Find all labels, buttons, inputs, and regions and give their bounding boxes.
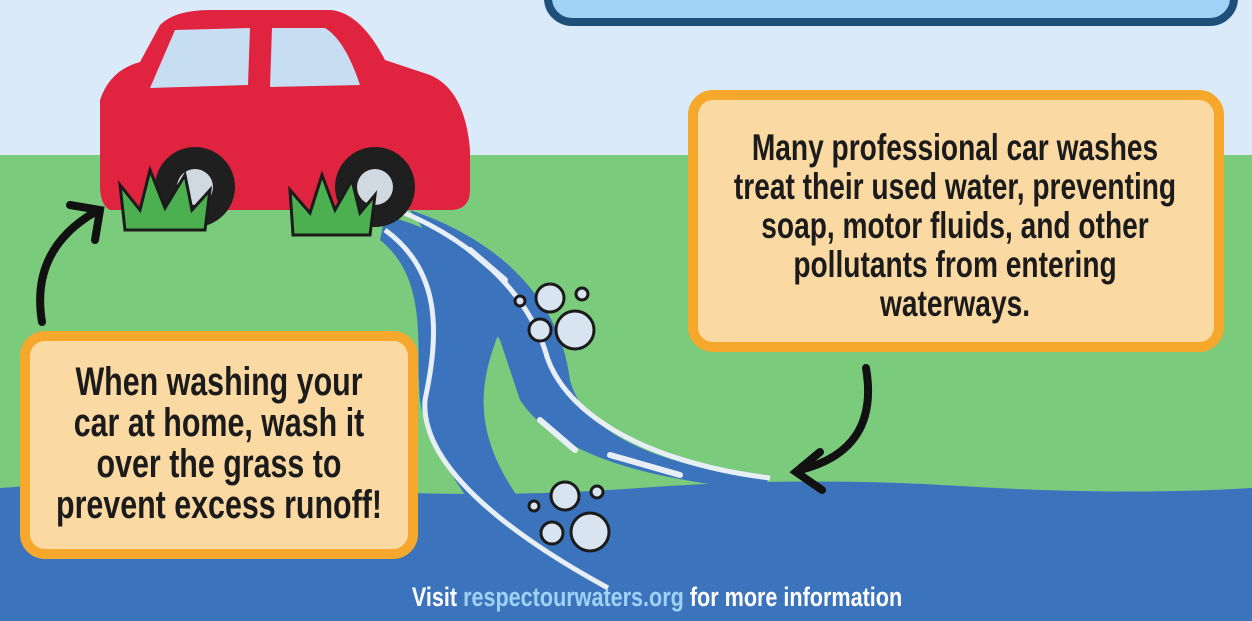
text-line-wrap: car at home, wash it	[74, 400, 365, 445]
footer-suffix: for more information	[690, 583, 902, 613]
tip-line: When washing your	[75, 359, 362, 404]
text-line-wrap: treat their used water, preventing	[734, 165, 1176, 207]
tip-line: car at home, wash it	[74, 400, 365, 445]
footer-link[interactable]: respectourwaters.org	[463, 583, 684, 613]
text-line-wrap: prevent excess runoff!	[56, 482, 382, 527]
tip-line: treat their used water, preventing	[734, 165, 1176, 207]
tip-line: over the grass to	[97, 441, 342, 486]
tip-line: Many professional car washes	[752, 126, 1158, 168]
text-line-wrap: over the grass to	[97, 441, 342, 486]
text-line-wrap: waterways.	[879, 282, 1030, 324]
text-line-wrap: When washing your	[75, 359, 362, 404]
text-line-wrap: Many professional car washes	[752, 126, 1158, 168]
text-line-wrap: soap, motor fluids, and other	[761, 204, 1149, 246]
tip-line: pollutants from entering	[793, 243, 1116, 285]
infographic: When washing yourcar at home, wash itove…	[0, 0, 1252, 621]
tip-line: waterways.	[879, 282, 1030, 324]
footer: Visit respectourwaters.org for more info…	[412, 583, 902, 613]
tip-line: soap, motor fluids, and other	[761, 204, 1149, 246]
footer-line: Visit respectourwaters.org for more info…	[412, 583, 902, 613]
tip-line: prevent excess runoff!	[56, 482, 382, 527]
text-line-wrap: pollutants from entering	[793, 243, 1116, 285]
footer-prefix: Visit	[412, 583, 457, 613]
top-box	[548, 0, 1234, 22]
